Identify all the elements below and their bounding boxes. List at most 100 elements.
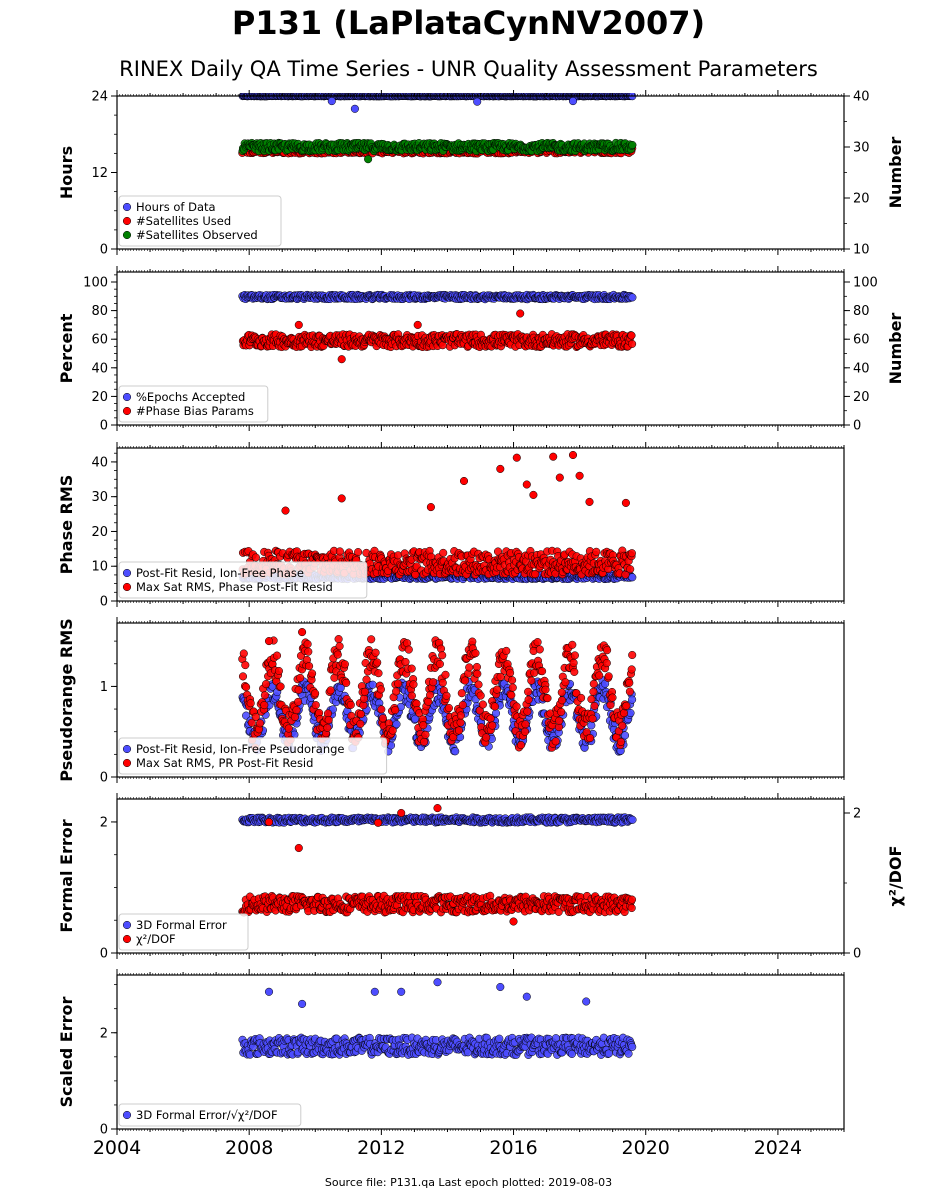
y-tick-label: 0 (100, 771, 108, 786)
data-point (260, 701, 269, 710)
y-axis-label: Pseudorange RMS (57, 618, 76, 781)
data-point (622, 701, 631, 710)
legend-entry: Post-Fit Resid, Ion-Free Phase (136, 566, 304, 580)
data-point (603, 646, 612, 655)
data-point (294, 685, 303, 694)
data-point (628, 573, 637, 582)
y-right-tick-label: 40 (853, 361, 870, 376)
series--satellites-observed (238, 138, 637, 164)
data-point (388, 726, 397, 735)
data-point (376, 685, 385, 694)
y-right-tick-label: 30 (853, 141, 870, 156)
data-point (294, 697, 303, 706)
data-point (261, 680, 271, 689)
data-point (520, 727, 530, 736)
data-point (602, 659, 611, 668)
data-point (246, 699, 255, 708)
data-point (570, 667, 579, 676)
legend-entry: %Epochs Accepted (136, 390, 245, 404)
outlier-point (294, 320, 303, 329)
panel-2: 020406080100020406080100NumberPercent%Ep… (57, 266, 905, 434)
data-point (625, 687, 634, 696)
outlier-point (555, 473, 564, 482)
y-right-tick-label: 20 (853, 390, 870, 405)
data-point (444, 703, 453, 713)
outlier-point (364, 155, 373, 164)
data-point (506, 668, 515, 677)
y-tick-label: 40 (91, 361, 108, 376)
data-point (557, 688, 566, 697)
data-point (457, 689, 466, 698)
data-point (473, 669, 482, 678)
data-point (533, 638, 542, 647)
outlier-point (522, 480, 531, 489)
legend: Post-Fit Resid, Ion-Free PseudorangeMax … (118, 737, 388, 775)
data-point (508, 676, 517, 685)
y-right-tick-label: 40 (853, 90, 870, 105)
data-point (524, 695, 533, 704)
y-tick-label: 0 (100, 595, 108, 610)
data-point (424, 697, 433, 706)
outlier-point (496, 464, 505, 473)
data-point (284, 724, 293, 733)
data-point (373, 658, 382, 667)
data-point (555, 716, 564, 725)
data-point (374, 669, 383, 678)
outlier-point (337, 355, 346, 364)
series-max-sat-rms-phase-post-fit-resid (238, 450, 636, 579)
data-point (308, 669, 317, 678)
data-point (516, 741, 526, 750)
data-point (354, 548, 363, 557)
data-point (436, 644, 446, 653)
legend-entry: Max Sat RMS, PR Post-Fit Resid (136, 756, 313, 770)
data-point (407, 691, 416, 700)
data-point (590, 701, 599, 711)
data-point (435, 659, 444, 669)
y-axis-label-right: Number (886, 137, 905, 209)
data-point (471, 649, 480, 658)
y-tick-label: 80 (91, 304, 108, 319)
data-point (342, 678, 351, 687)
data-point (239, 649, 248, 658)
data-point (356, 719, 365, 728)
data-point (524, 687, 533, 696)
data-point (451, 747, 460, 756)
data-point (474, 680, 483, 689)
outlier-point (585, 497, 594, 506)
legend-entry: Post-Fit Resid, Ion-Free Pseudorange (136, 742, 344, 756)
data-point (335, 547, 344, 556)
panel-1-markers (238, 93, 637, 164)
legend: %Epochs Accepted#Phase Bias Params (118, 385, 269, 423)
data-point (551, 737, 560, 746)
data-point (340, 660, 349, 669)
outlier-point (350, 104, 359, 113)
outlier-point (512, 453, 521, 462)
y-axis-label: Hours (57, 146, 76, 199)
y-tick-label: 30 (91, 490, 108, 505)
data-point (292, 706, 301, 715)
data-point (568, 640, 577, 649)
y-tick-label: 12 (91, 166, 108, 181)
legend-entry: Hours of Data (136, 200, 216, 214)
data-point (628, 695, 637, 704)
data-point (628, 339, 637, 348)
data-point (335, 642, 344, 651)
outlier-point (473, 97, 482, 106)
data-point (409, 680, 418, 689)
y-right-tick-label: 60 (853, 333, 870, 348)
outlier-point (426, 503, 435, 512)
outlier-point (298, 628, 307, 637)
data-point (367, 635, 376, 644)
panel-4-markers (238, 628, 637, 756)
data-point (569, 658, 578, 667)
data-point (541, 685, 550, 694)
data-point (561, 678, 570, 687)
data-point (521, 720, 530, 729)
data-point (461, 676, 470, 685)
legend-entry: #Phase Bias Params (136, 404, 254, 418)
data-point (371, 648, 380, 657)
y-right-tick-label: 20 (853, 192, 870, 207)
data-point (404, 645, 413, 654)
y-axis-label: Phase RMS (57, 475, 76, 575)
data-point (420, 737, 429, 746)
